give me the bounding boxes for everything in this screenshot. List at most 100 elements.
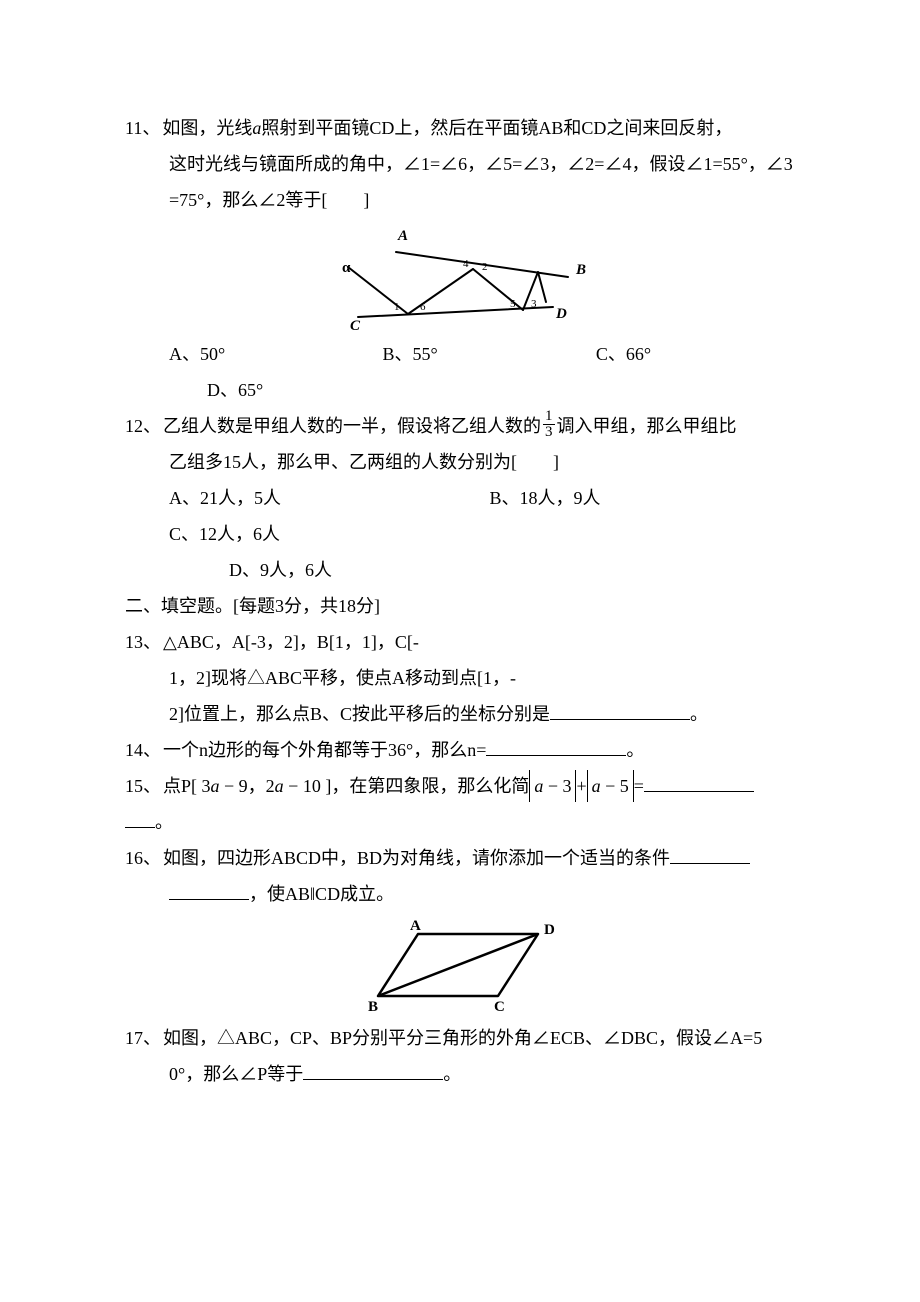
- q13-line3: 2]位置上，那么点B、C按此平移后的坐标分别是 。: [125, 696, 810, 732]
- q11-number: 11、: [125, 110, 162, 146]
- q16-body: 如图，四边形ABCD中，BD为对角线，请你添加一个适当的条件: [163, 840, 810, 876]
- q16-label-B: B: [368, 999, 378, 1015]
- q11-angle-6: 6: [420, 301, 426, 313]
- q16-blank2: [169, 879, 249, 900]
- q11-body: 如图，光线a照射到平面镜CD上，然后在平面镜AB和CD之间来回反射，: [162, 110, 810, 146]
- exam-page: 11、 如图，光线a照射到平面镜CD上，然后在平面镜AB和CD之间来回反射， 这…: [0, 0, 920, 1302]
- q16-blank1: [670, 843, 750, 864]
- q17-line2a: 0°，那么∠P等于: [169, 1064, 303, 1084]
- q13-line3a: 2]位置上，那么点B、C按此平移后的坐标分别是: [169, 704, 550, 724]
- q12-options2: C、12人，6人 D、9人，6人: [125, 516, 810, 588]
- question-14: 14、 一个n边形的每个外角都等于36°，那么n= 。: [125, 732, 810, 768]
- q12-optD: D、9人，6人: [169, 552, 550, 588]
- q12-text-1a: 乙组人数是甲组人数的一半，假设将乙组人数的: [163, 416, 541, 436]
- q11-label-D: D: [555, 306, 567, 322]
- q15-blank2: [125, 807, 155, 828]
- q15-e2a: 2: [266, 776, 275, 796]
- q15-e1v: a: [211, 776, 220, 796]
- q15-e2b: − 10: [284, 776, 321, 796]
- q15-number: 15、: [125, 768, 163, 804]
- q12-frac-den: 3: [543, 425, 555, 440]
- q14-body: 一个n边形的每个外角都等于36°，那么n= 。: [163, 732, 810, 768]
- q11-angle-3: 3: [531, 298, 537, 310]
- q12-frac-num: 1: [543, 409, 555, 425]
- q11-text-1a: 如图，光线: [162, 118, 252, 138]
- q11-optD-row: D、65°: [125, 372, 810, 408]
- q13-blank: [550, 699, 690, 720]
- q11-optB: B、55°: [382, 336, 595, 372]
- q12-body: 乙组人数是甲组人数的一半，假设将乙组人数的13调入甲组，那么甲组比: [163, 408, 810, 444]
- q15-blank: [644, 771, 754, 792]
- q15-tail: 。: [155, 812, 173, 832]
- q15-body: 点P[ 3a − 9，2a − 10 ]，在第四象限，那么化简a − 3+a −…: [163, 768, 810, 804]
- q11-angle-4: 4: [463, 258, 469, 270]
- q14-text-b: 。: [626, 740, 644, 760]
- q16-number: 16、: [125, 840, 163, 876]
- q13-number: 13、: [125, 624, 163, 660]
- question-13: 13、 △ABC，A[-3，2]，B[1，1]，C[-: [125, 624, 810, 660]
- q16-label-C: C: [494, 999, 505, 1015]
- q11-label-B: B: [575, 262, 586, 278]
- q16-line1: 如图，四边形ABCD中，BD为对角线，请你添加一个适当的条件: [163, 848, 670, 868]
- q17-number: 17、: [125, 1020, 163, 1056]
- q11-text-1b: 照射到平面镜CD上，然后在平面镜AB和CD之间来回反射，: [261, 118, 732, 138]
- q14-number: 14、: [125, 732, 163, 768]
- q11-figure-wrap: A B C D α 1 6 4 2 5 3: [125, 222, 810, 332]
- q12-number: 12、: [125, 408, 163, 444]
- q11-angle-5: 5: [510, 298, 516, 310]
- q12-options1: A、21人，5人 B、18人，9人: [125, 480, 810, 516]
- q12-optA: A、21人，5人: [169, 480, 490, 516]
- q11-angle-1: 1: [394, 301, 400, 313]
- q16-figure-wrap: A D B C: [125, 916, 810, 1016]
- q11-optC: C、66°: [596, 336, 809, 372]
- q11-angle-2: 2: [482, 261, 488, 273]
- q15-tail-line: 。: [125, 804, 810, 840]
- q15-e2v: a: [275, 776, 284, 796]
- q15-abs1v: a: [534, 776, 543, 796]
- q13-line3b: 。: [690, 704, 708, 724]
- section-2-header: 二、填空题。[每题3分，共18分]: [125, 588, 810, 624]
- q13-line2: 1，2]现将△ABC平移，使点A移动到点[1，-: [125, 660, 810, 696]
- q11-options-row: A、50° B、55° C、66°: [125, 336, 810, 372]
- q13-line1: △ABC，A[-3，2]，B[1，1]，C[-: [163, 624, 810, 660]
- q12-text-1b: 调入甲组，那么甲组比: [557, 416, 737, 436]
- q11-var-a: a: [252, 118, 261, 138]
- q16-figure: A D B C: [358, 916, 578, 1016]
- question-11: 11、 如图，光线a照射到平面镜CD上，然后在平面镜AB和CD之间来回反射，: [125, 110, 810, 146]
- q16-line2a: ，使AB‖CD成立。: [249, 884, 394, 904]
- q11-line2: 这时光线与镜面所成的角中，∠1=∠6，∠5=∠3，∠2=∠4，假设∠1=55°，…: [125, 146, 810, 182]
- q14-blank: [486, 735, 626, 756]
- question-16: 16、 如图，四边形ABCD中，BD为对角线，请你添加一个适当的条件: [125, 840, 810, 876]
- q16-line2: ，使AB‖CD成立。: [125, 876, 810, 912]
- q17-line2: 0°，那么∠P等于 。: [125, 1056, 810, 1092]
- question-17: 17、 如图，△ABC，CP、BP分别平分三角形的外角∠ECB、∠DBC，假设∠…: [125, 1020, 810, 1056]
- q12-optC: C、12人，6人: [169, 516, 490, 552]
- q12-line2: 乙组多15人，那么甲、乙两组的人数分别为[ ]: [125, 444, 810, 480]
- q15-pre: 点P[: [163, 776, 202, 796]
- q14-text-a: 一个n边形的每个外角都等于36°，那么n=: [163, 740, 486, 760]
- q15-abs2v: a: [592, 776, 601, 796]
- q11-figure: A B C D α 1 6 4 2 5 3: [338, 222, 598, 332]
- q12-optB: B、18人，9人: [490, 480, 811, 516]
- q11-label-C: C: [350, 318, 361, 332]
- q15-abs2: a − 5: [587, 768, 634, 804]
- q16-label-A: A: [410, 918, 421, 934]
- q15-abs1c: − 3: [543, 776, 571, 796]
- q12-fraction: 13: [543, 409, 555, 440]
- q15-abs1: a − 3: [529, 768, 576, 804]
- q16-label-D: D: [544, 922, 555, 938]
- q11-label-alpha: α: [342, 260, 351, 276]
- q17-line1: 如图，△ABC，CP、BP分别平分三角形的外角∠ECB、∠DBC，假设∠A=5: [163, 1020, 810, 1056]
- q15-e1a: 3: [202, 776, 211, 796]
- question-15: 15、 点P[ 3a − 9，2a − 10 ]，在第四象限，那么化简a − 3…: [125, 768, 810, 804]
- q15-comma: ，: [248, 776, 266, 796]
- q15-post: ]，在第四象限，那么化简: [321, 776, 530, 796]
- q15-abs2c: − 5: [601, 776, 629, 796]
- q17-blank: [303, 1059, 443, 1080]
- q15-e1b: − 9: [220, 776, 248, 796]
- q17-line2b: 。: [443, 1064, 461, 1084]
- q11-optA: A、50°: [169, 336, 382, 372]
- q11-label-A: A: [397, 228, 408, 244]
- q11-optD: D、65°: [207, 380, 263, 400]
- question-12: 12、 乙组人数是甲组人数的一半，假设将乙组人数的13调入甲组，那么甲组比: [125, 408, 810, 444]
